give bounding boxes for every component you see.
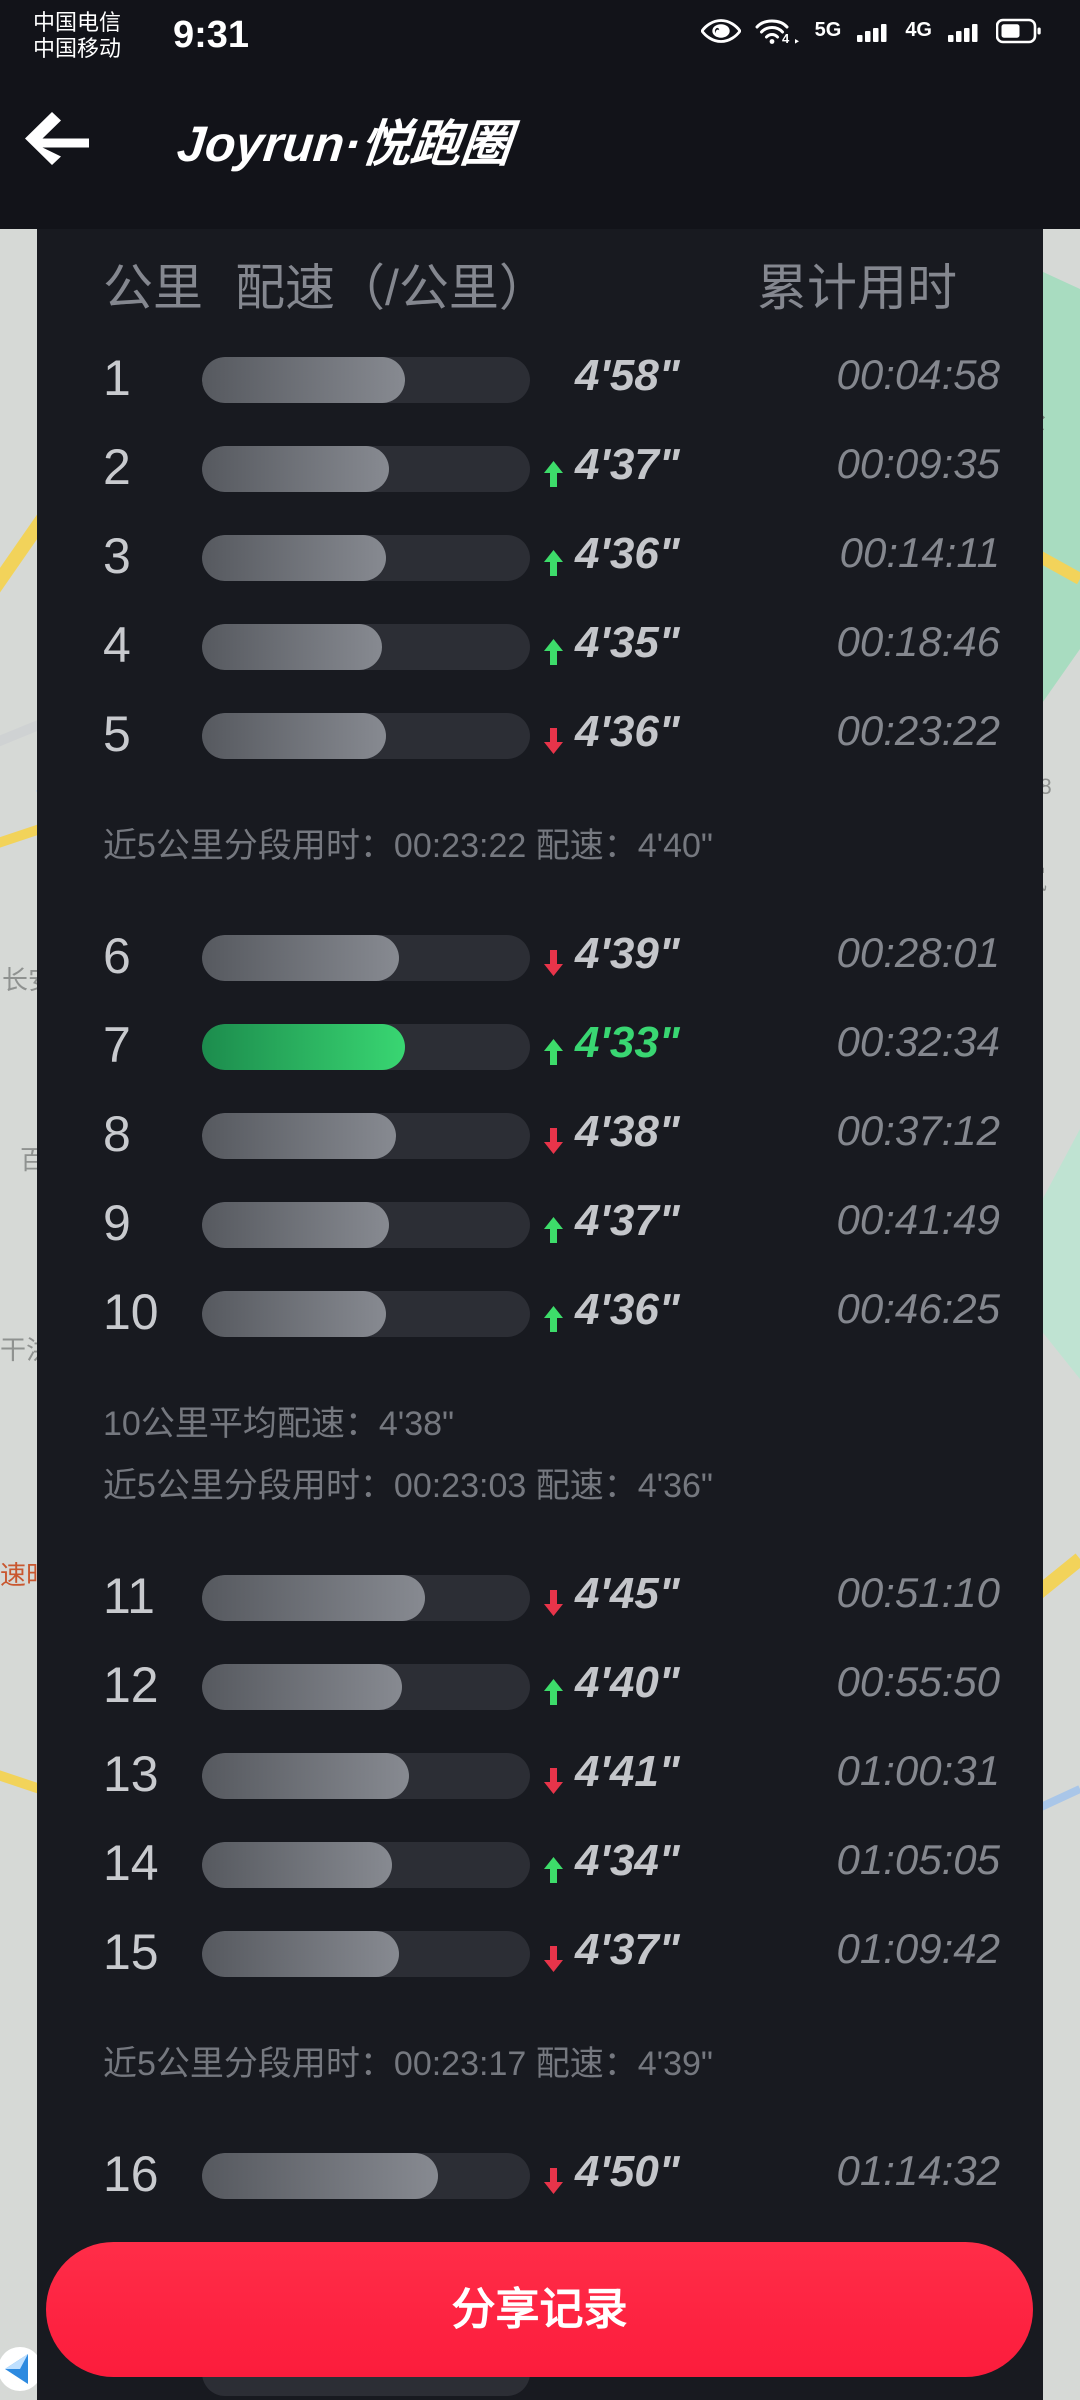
svg-text:4: 4 [782,31,790,44]
